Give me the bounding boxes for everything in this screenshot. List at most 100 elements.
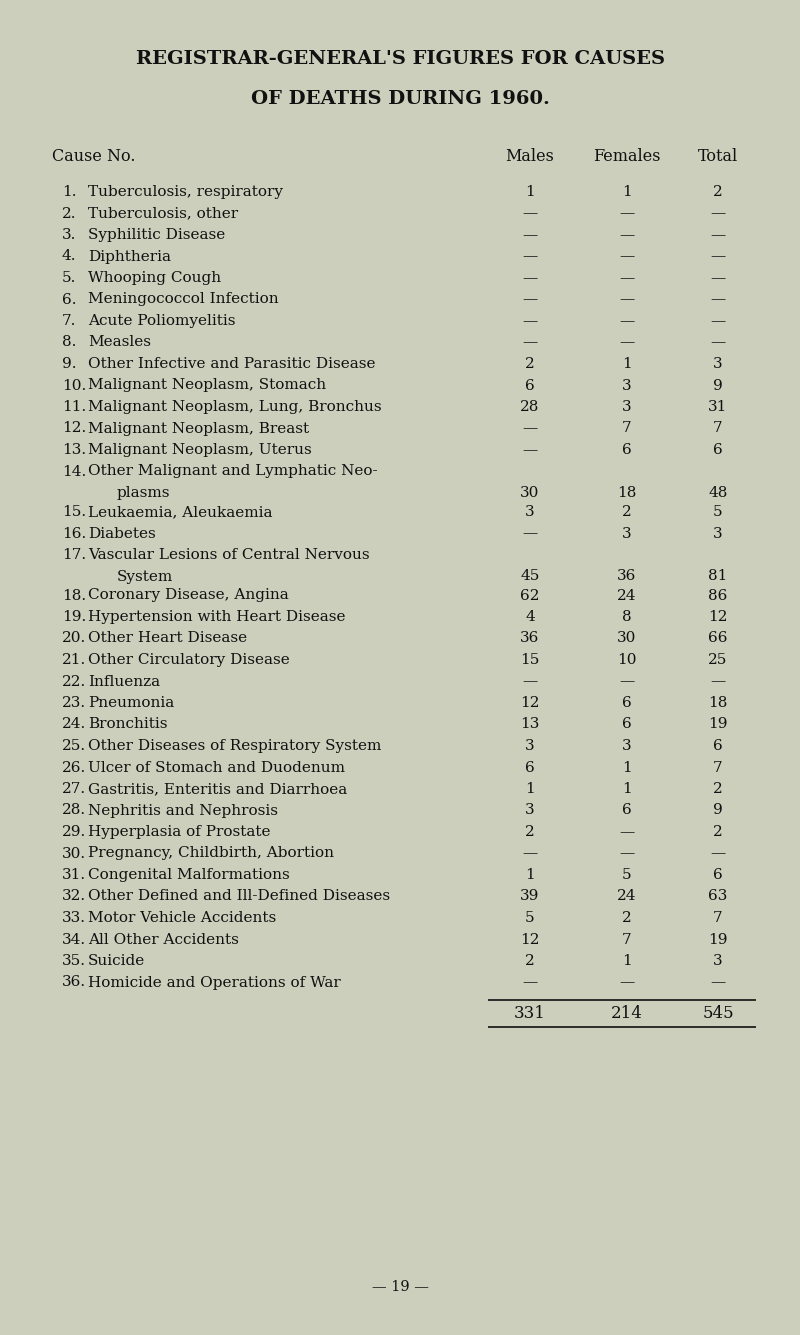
Text: plasms: plasms — [117, 486, 170, 501]
Text: —: — — [710, 292, 726, 307]
Text: 6: 6 — [713, 868, 723, 882]
Text: 36: 36 — [520, 631, 540, 646]
Text: —: — — [619, 292, 634, 307]
Text: —: — — [522, 443, 538, 457]
Text: —: — — [522, 271, 538, 284]
Text: 4: 4 — [525, 610, 535, 623]
Text: 24.: 24. — [62, 717, 86, 732]
Text: 4.: 4. — [62, 250, 77, 263]
Text: —: — — [710, 846, 726, 861]
Text: 8.: 8. — [62, 335, 76, 350]
Text: 6: 6 — [713, 740, 723, 753]
Text: Leukaemia, Aleukaemia: Leukaemia, Aleukaemia — [88, 505, 273, 519]
Text: OF DEATHS DURING 1960.: OF DEATHS DURING 1960. — [250, 89, 550, 108]
Text: —: — — [710, 335, 726, 350]
Text: Pneumonia: Pneumonia — [88, 696, 174, 710]
Text: —: — — [619, 976, 634, 989]
Text: 6: 6 — [622, 696, 632, 710]
Text: Malignant Neoplasm, Uterus: Malignant Neoplasm, Uterus — [88, 443, 312, 457]
Text: 2: 2 — [713, 782, 723, 796]
Text: —: — — [710, 207, 726, 220]
Text: 5: 5 — [622, 868, 632, 882]
Text: 3: 3 — [713, 955, 723, 968]
Text: —: — — [619, 335, 634, 350]
Text: 15.: 15. — [62, 505, 86, 519]
Text: 10: 10 — [618, 653, 637, 668]
Text: 26.: 26. — [62, 761, 86, 774]
Text: —: — — [710, 271, 726, 284]
Text: —: — — [522, 207, 538, 220]
Text: 1: 1 — [622, 955, 632, 968]
Text: —: — — [619, 674, 634, 689]
Text: —: — — [522, 335, 538, 350]
Text: 12: 12 — [708, 610, 728, 623]
Text: 11.: 11. — [62, 400, 86, 414]
Text: All Other Accidents: All Other Accidents — [88, 933, 239, 947]
Text: 18: 18 — [708, 696, 728, 710]
Text: Measles: Measles — [88, 335, 151, 350]
Text: —: — — [710, 976, 726, 989]
Text: 1: 1 — [622, 186, 632, 199]
Text: 19.: 19. — [62, 610, 86, 623]
Text: 6: 6 — [622, 443, 632, 457]
Text: —: — — [619, 846, 634, 861]
Text: 2: 2 — [622, 505, 632, 519]
Text: System: System — [117, 570, 174, 583]
Text: 14.: 14. — [62, 465, 86, 478]
Text: 66: 66 — [708, 631, 728, 646]
Text: —: — — [522, 250, 538, 263]
Text: 3: 3 — [525, 505, 535, 519]
Text: 6.: 6. — [62, 292, 77, 307]
Text: —: — — [522, 228, 538, 242]
Text: 8: 8 — [622, 610, 632, 623]
Text: —: — — [619, 250, 634, 263]
Text: 1: 1 — [525, 782, 535, 796]
Text: 33.: 33. — [62, 910, 86, 925]
Text: —: — — [619, 314, 634, 328]
Text: Malignant Neoplasm, Stomach: Malignant Neoplasm, Stomach — [88, 379, 326, 392]
Text: 18.: 18. — [62, 589, 86, 602]
Text: —: — — [522, 292, 538, 307]
Text: 3: 3 — [525, 740, 535, 753]
Text: 34.: 34. — [62, 933, 86, 947]
Text: 3: 3 — [622, 379, 632, 392]
Text: —: — — [710, 314, 726, 328]
Text: 331: 331 — [514, 1005, 546, 1023]
Text: 13.: 13. — [62, 443, 86, 457]
Text: —: — — [619, 271, 634, 284]
Text: 2: 2 — [525, 955, 535, 968]
Text: REGISTRAR-GENERAL'S FIGURES FOR CAUSES: REGISTRAR-GENERAL'S FIGURES FOR CAUSES — [135, 49, 665, 68]
Text: Gastritis, Enteritis and Diarrhoea: Gastritis, Enteritis and Diarrhoea — [88, 782, 347, 796]
Text: 28.: 28. — [62, 804, 86, 817]
Text: —: — — [710, 228, 726, 242]
Text: —: — — [710, 250, 726, 263]
Text: —: — — [522, 976, 538, 989]
Text: Males: Males — [506, 148, 554, 166]
Text: 3: 3 — [525, 804, 535, 817]
Text: 62: 62 — [520, 589, 540, 602]
Text: 1: 1 — [622, 356, 632, 371]
Text: Total: Total — [698, 148, 738, 166]
Text: 18: 18 — [618, 486, 637, 501]
Text: Other Heart Disease: Other Heart Disease — [88, 631, 247, 646]
Text: 2: 2 — [713, 825, 723, 838]
Text: Other Diseases of Respiratory System: Other Diseases of Respiratory System — [88, 740, 382, 753]
Text: 19: 19 — [708, 717, 728, 732]
Text: 7: 7 — [713, 761, 723, 774]
Text: Pregnancy, Childbirth, Abortion: Pregnancy, Childbirth, Abortion — [88, 846, 334, 861]
Text: 30: 30 — [618, 631, 637, 646]
Text: 35.: 35. — [62, 955, 86, 968]
Text: 7: 7 — [622, 933, 632, 947]
Text: 30.: 30. — [62, 846, 86, 861]
Text: 5: 5 — [713, 505, 723, 519]
Text: 23.: 23. — [62, 696, 86, 710]
Text: 2.: 2. — [62, 207, 77, 220]
Text: Whooping Cough: Whooping Cough — [88, 271, 221, 284]
Text: Hyperplasia of Prostate: Hyperplasia of Prostate — [88, 825, 270, 838]
Text: 1: 1 — [622, 782, 632, 796]
Text: 7: 7 — [622, 422, 632, 435]
Text: 48: 48 — [708, 486, 728, 501]
Text: 2: 2 — [525, 825, 535, 838]
Text: Motor Vehicle Accidents: Motor Vehicle Accidents — [88, 910, 276, 925]
Text: 214: 214 — [611, 1005, 643, 1023]
